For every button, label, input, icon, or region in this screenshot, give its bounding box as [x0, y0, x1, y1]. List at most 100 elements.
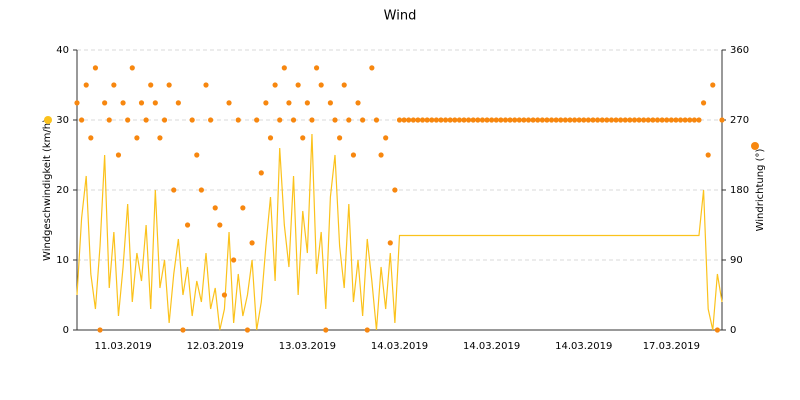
- direction-point: [489, 117, 495, 123]
- direction-point: [516, 117, 522, 123]
- direction-point: [659, 117, 665, 123]
- direction-point: [350, 152, 357, 158]
- x-tick-label: 13.03.2019: [279, 341, 336, 352]
- direction-point: [212, 205, 218, 211]
- direction-point: [157, 135, 163, 141]
- direction-point: [332, 117, 338, 123]
- direction-point: [115, 152, 122, 158]
- x-tick-label: 11.03.2019: [94, 341, 151, 352]
- direction-point: [691, 117, 697, 123]
- direction-point: [613, 117, 619, 123]
- direction-point: [341, 82, 347, 88]
- direction-point: [650, 117, 656, 123]
- direction-point: [383, 135, 389, 141]
- direction-point: [152, 100, 158, 106]
- direction-point: [484, 117, 490, 123]
- direction-point: [452, 117, 458, 123]
- direction-point: [410, 117, 416, 123]
- direction-point: [456, 117, 462, 123]
- direction-point: [461, 117, 467, 123]
- direction-point: [106, 117, 112, 123]
- direction-point: [424, 117, 430, 123]
- direction-point: [360, 117, 366, 123]
- direction-point: [120, 100, 126, 106]
- direction-point: [535, 117, 541, 123]
- y-tick-label: 10: [56, 255, 69, 266]
- direction-point: [654, 117, 661, 123]
- direction-point: [134, 135, 140, 141]
- direction-point: [502, 117, 509, 123]
- direction-point: [313, 65, 320, 71]
- direction-point: [548, 117, 555, 123]
- direction-point: [217, 222, 223, 228]
- direction-point: [83, 82, 89, 88]
- direction-point: [714, 327, 720, 333]
- direction-point: [171, 187, 177, 193]
- direction-point: [180, 327, 186, 333]
- direction-point: [590, 117, 596, 123]
- direction-point: [618, 117, 624, 123]
- direction-point: [585, 117, 591, 123]
- direction-point: [198, 187, 204, 193]
- direction-point: [244, 327, 251, 333]
- direction-point: [599, 117, 605, 123]
- direction-point: [249, 240, 255, 246]
- direction-point: [571, 117, 578, 123]
- direction-point: [226, 100, 232, 106]
- direction-point: [295, 82, 301, 88]
- direction-point: [79, 117, 85, 123]
- direction-point: [143, 117, 149, 123]
- direction-point: [636, 117, 642, 123]
- direction-point: [521, 117, 527, 123]
- legend-marker: [751, 142, 759, 150]
- direction-point: [254, 117, 260, 123]
- direction-point: [111, 82, 117, 88]
- direction-point: [277, 117, 283, 123]
- direction-point: [419, 117, 426, 123]
- direction-point: [401, 117, 407, 123]
- direction-point: [530, 117, 536, 123]
- direction-point: [281, 65, 287, 71]
- direction-point: [700, 100, 707, 106]
- direction-point: [645, 117, 651, 123]
- direction-point: [102, 100, 108, 106]
- direction-point: [479, 117, 486, 123]
- direction-point: [668, 117, 674, 123]
- direction-point: [263, 100, 269, 106]
- direction-point: [267, 135, 274, 141]
- direction-point: [627, 117, 633, 123]
- y-tick-label: 0: [63, 325, 69, 336]
- x-tick-label: 14.03.2019: [371, 341, 428, 352]
- chart-title: Wind: [384, 9, 417, 24]
- direction-point: [415, 117, 421, 123]
- direction-point: [355, 100, 361, 106]
- direction-point: [373, 117, 380, 123]
- direction-point: [705, 152, 711, 158]
- direction-point: [323, 327, 329, 333]
- direction-point: [309, 117, 315, 123]
- y2-tick-label: 0: [730, 325, 736, 336]
- y-tick-label: 40: [56, 45, 69, 56]
- direction-point: [396, 117, 403, 123]
- speed-line: [76, 133, 723, 331]
- direction-point: [221, 292, 228, 298]
- direction-point: [203, 82, 209, 88]
- direction-point: [710, 82, 716, 88]
- direction-point: [378, 152, 384, 158]
- direction-point: [272, 82, 278, 88]
- direction-point: [240, 205, 246, 211]
- direction-point: [498, 117, 504, 123]
- direction-point: [696, 117, 702, 123]
- direction-point: [364, 327, 370, 333]
- x-tick-label: 14.03.2019: [463, 341, 520, 352]
- direction-point: [567, 117, 573, 123]
- direction-point: [664, 117, 670, 123]
- direction-point: [581, 117, 587, 123]
- direction-point: [475, 117, 481, 123]
- direction-point: [544, 117, 550, 123]
- y2-tick-label: 360: [730, 45, 749, 56]
- direction-point: [148, 82, 154, 88]
- direction-point: [507, 117, 513, 123]
- direction-point: [194, 152, 200, 158]
- direction-point: [604, 117, 610, 123]
